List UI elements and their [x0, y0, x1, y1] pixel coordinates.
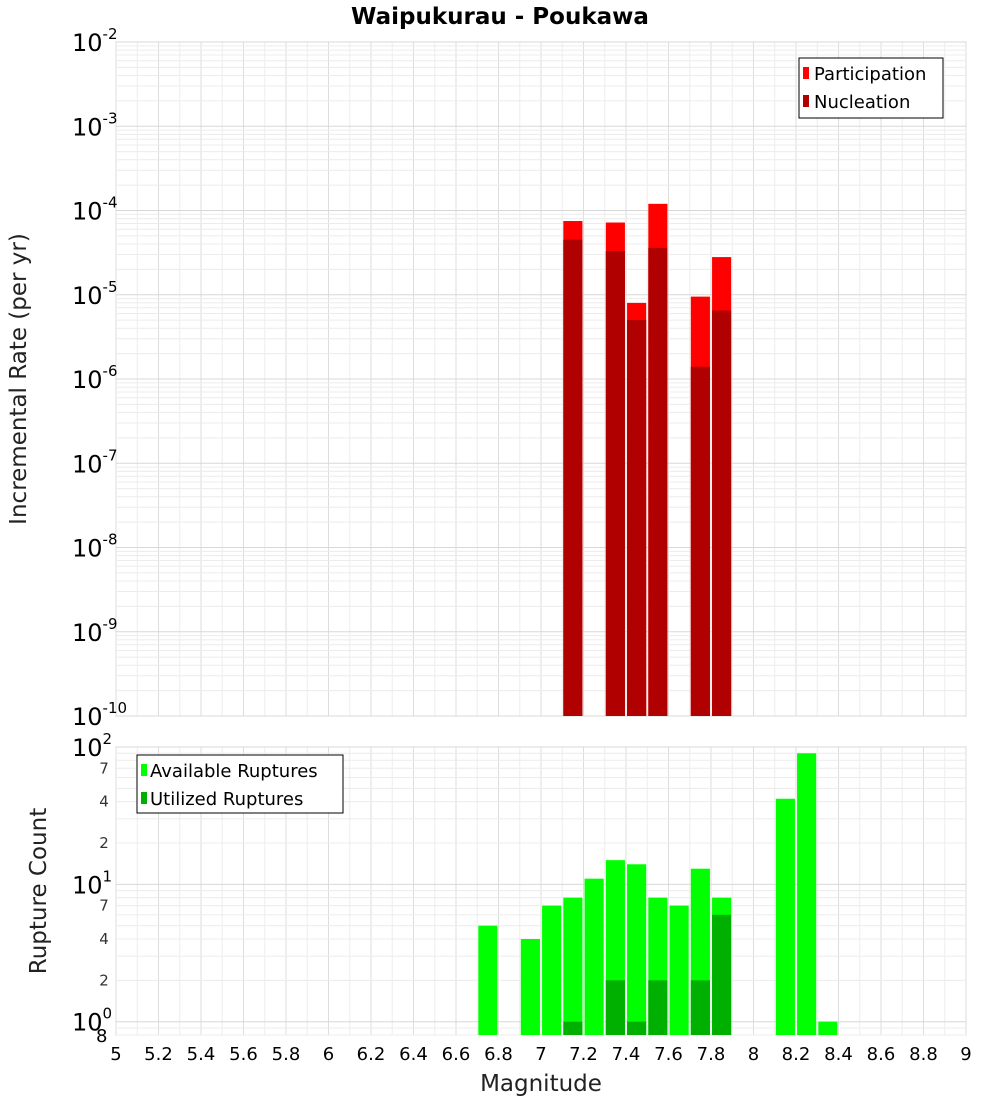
y-tick-label: 100 [72, 1005, 112, 1037]
legend-swatch-available [141, 764, 147, 776]
legend-label-participation: Participation [814, 64, 926, 85]
x-tick-label: 8 [748, 1044, 759, 1065]
bar-available-ruptures-7-65 [669, 905, 689, 1035]
top-legend-box [798, 57, 944, 119]
bar-nucleation-7-85 [712, 310, 732, 716]
y-tick-label: 10-5 [72, 278, 118, 310]
bottom-y-ticks: 100 101 102 2 4 7 2 4 7 8 [72, 730, 112, 1047]
x-tick-label: 5 [110, 1044, 121, 1065]
x-tick-label: 7.4 [612, 1044, 641, 1065]
x-tick-label: 8.4 [824, 1044, 853, 1065]
bottom-legend: Available Ruptures Utilized Ruptures [136, 754, 344, 814]
bar-nucleation-7-75 [690, 366, 710, 716]
bar-available-ruptures-8-25 [797, 753, 817, 1035]
bar-utilized-ruptures-7-85 [712, 914, 732, 1035]
x-tick-label: 8.2 [782, 1044, 811, 1065]
top-legend: Participation Nucleation [798, 57, 944, 119]
x-tick-label: 6.8 [484, 1044, 513, 1065]
legend-swatch-utilized [141, 792, 147, 804]
x-tick-label: 8.8 [909, 1044, 938, 1065]
x-ticks: 5 5.2 5.4 5.6 5.8 6 6.2 6.4 6.6 6.8 7 7.2 7.4 7.6 7.8 8… [110, 1044, 971, 1065]
y-tick-label: 101 [72, 867, 112, 899]
bar-nucleation-7-55 [648, 247, 668, 716]
y-minor-tick-label: 7 [99, 897, 109, 915]
bar-utilized-ruptures-7-35 [605, 980, 625, 1035]
bottom-bars [478, 753, 838, 1035]
x-tick-label: 7.2 [569, 1044, 598, 1065]
y-tick-label: 10-2 [72, 25, 118, 57]
bottom-panel: 100 101 102 2 4 7 2 4 7 8 5 5.2 5.4 5.6 5.8 6 6.2 6.4 6.6… [26, 730, 972, 1097]
bar-utilized-ruptures-7-55 [648, 980, 668, 1035]
legend-label-nucleation: Nucleation [814, 92, 910, 113]
bar-utilized-ruptures-7-15 [563, 1021, 583, 1035]
x-tick-label: 5.6 [229, 1044, 258, 1065]
x-axis-title: Magnitude [480, 1071, 602, 1097]
bottom-grid [115, 746, 967, 1036]
y-minor-tick-label: 4 [99, 930, 109, 948]
x-tick-label: 9 [960, 1044, 971, 1065]
y-tick-label: 10-6 [72, 362, 118, 394]
y-tick-label: 102 [72, 730, 112, 762]
y-tick-label: 10-9 [72, 615, 118, 647]
chart-title: Waipukurau - Poukawa [351, 4, 649, 30]
bar-available-ruptures-7-45 [627, 864, 647, 1035]
bar-utilized-ruptures-7-75 [690, 980, 710, 1035]
top-bars [563, 203, 732, 717]
bar-nucleation-7-35 [605, 251, 625, 717]
x-tick-label: 6 [323, 1044, 334, 1065]
bar-available-ruptures-7-25 [584, 878, 604, 1035]
bar-available-ruptures-6-95 [520, 939, 540, 1035]
bar-nucleation-7-45 [627, 320, 647, 716]
x-tick-label: 7.6 [654, 1044, 683, 1065]
bar-utilized-ruptures-7-45 [627, 1021, 647, 1035]
y-bottom-tick-label: 8 [96, 1026, 107, 1047]
y-minor-tick-label: 7 [99, 759, 109, 777]
x-tick-label: 5.2 [144, 1044, 173, 1065]
bar-nucleation-7-15 [563, 239, 583, 716]
bar-available-ruptures-7-05 [542, 905, 562, 1035]
x-tick-label: 7.8 [697, 1044, 726, 1065]
x-tick-label: 6.2 [357, 1044, 386, 1065]
bottom-legend-box [136, 754, 344, 814]
x-tick-label: 6.6 [442, 1044, 471, 1065]
y-tick-label: 10-4 [72, 194, 118, 226]
bar-available-ruptures-7-15 [563, 897, 583, 1035]
legend-label-utilized: Utilized Ruptures [150, 789, 303, 810]
x-tick-label: 5.4 [187, 1044, 216, 1065]
bottom-y-axis-title: Rupture Count [26, 808, 52, 974]
top-panel: 10-10 10-9 10-8 10-7 10-6 10-5 10-4 10-3 10-2 In… [6, 25, 967, 731]
y-tick-label: 10-10 [72, 699, 127, 731]
bar-available-ruptures-8-35 [818, 1021, 838, 1035]
y-minor-tick-label: 2 [99, 834, 109, 852]
x-tick-label: 5.8 [272, 1044, 301, 1065]
y-tick-label: 10-3 [72, 109, 118, 141]
top-y-axis-title: Incremental Rate (per yr) [6, 233, 32, 525]
y-minor-tick-label: 4 [99, 793, 109, 811]
legend-label-available: Available Ruptures [150, 761, 318, 782]
top-grid [115, 41, 967, 717]
x-tick-label: 7 [535, 1044, 546, 1065]
x-tick-label: 6.4 [399, 1044, 428, 1065]
y-tick-label: 10-7 [72, 446, 118, 478]
top-y-ticks: 10-10 10-9 10-8 10-7 10-6 10-5 10-4 10-3 10-2 [72, 25, 127, 731]
bar-available-ruptures-6-75 [478, 925, 498, 1035]
legend-swatch-participation [803, 67, 809, 79]
legend-swatch-nucleation [803, 95, 809, 107]
bar-available-ruptures-8-15 [775, 798, 795, 1035]
x-tick-label: 8.6 [867, 1044, 896, 1065]
y-tick-label: 10-8 [72, 531, 118, 563]
y-minor-tick-label: 2 [99, 971, 109, 989]
